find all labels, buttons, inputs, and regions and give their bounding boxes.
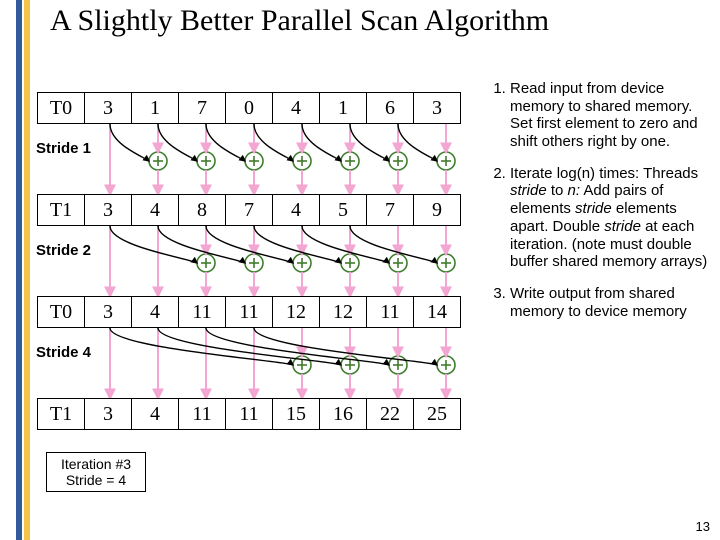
plus-node <box>437 152 455 170</box>
row-label: T1 <box>37 194 85 226</box>
stride-label: Stride 4 <box>36 344 91 361</box>
data-cell: 3 <box>84 398 132 430</box>
data-cell: 7 <box>366 194 414 226</box>
data-cell: 6 <box>366 92 414 124</box>
data-cell: 12 <box>272 296 320 328</box>
plus-node <box>149 152 167 170</box>
plus-node <box>437 254 455 272</box>
data-cell: 22 <box>366 398 414 430</box>
scan-diagram: T031704163T134874579T034111112121114T134… <box>38 92 482 492</box>
data-cell: 1 <box>319 92 367 124</box>
data-row: T134874579 <box>38 194 461 226</box>
side-list-item: Iterate log(n) times: Threads stride to … <box>510 165 716 271</box>
data-cell: 4 <box>131 398 179 430</box>
side-list-item: Read input from device memory to shared … <box>510 80 716 151</box>
plus-node <box>245 152 263 170</box>
data-cell: 3 <box>84 92 132 124</box>
page-number: 13 <box>696 519 710 534</box>
data-cell: 15 <box>272 398 320 430</box>
data-cell: 11 <box>225 296 273 328</box>
plus-node <box>389 356 407 374</box>
plus-node <box>389 254 407 272</box>
data-cell: 3 <box>84 194 132 226</box>
data-cell: 16 <box>319 398 367 430</box>
plus-node <box>437 356 455 374</box>
data-cell: 5 <box>319 194 367 226</box>
data-cell: 12 <box>319 296 367 328</box>
data-cell: 11 <box>178 296 226 328</box>
row-label: T0 <box>37 92 85 124</box>
data-cell: 8 <box>178 194 226 226</box>
plus-node <box>389 152 407 170</box>
data-cell: 4 <box>272 92 320 124</box>
plus-node <box>245 254 263 272</box>
data-cell: 11 <box>178 398 226 430</box>
plus-node <box>341 152 359 170</box>
plus-node <box>293 254 311 272</box>
data-cell: 7 <box>225 194 273 226</box>
iteration-box: Iteration #3Stride = 4 <box>46 452 146 492</box>
data-cell: 11 <box>225 398 273 430</box>
plus-node <box>341 356 359 374</box>
plus-node <box>341 254 359 272</box>
side-list-item: Write output from shared memory to devic… <box>510 285 716 320</box>
data-cell: 11 <box>366 296 414 328</box>
plus-node <box>197 152 215 170</box>
stride-label: Stride 1 <box>36 140 91 157</box>
data-cell: 25 <box>413 398 461 430</box>
stripe-yellow <box>24 0 30 540</box>
data-cell: 3 <box>413 92 461 124</box>
plus-node <box>293 152 311 170</box>
plus-node <box>197 254 215 272</box>
data-row: T134111115162225 <box>38 398 461 430</box>
stride-label: Stride 2 <box>36 242 91 259</box>
data-cell: 14 <box>413 296 461 328</box>
data-row: T031704163 <box>38 92 461 124</box>
side-text: Read input from device memory to shared … <box>490 80 716 334</box>
slide-title: A Slightly Better Parallel Scan Algorith… <box>50 4 710 38</box>
data-row: T034111112121114 <box>38 296 461 328</box>
data-cell: 4 <box>131 194 179 226</box>
data-cell: 4 <box>272 194 320 226</box>
stripe-blue <box>16 0 22 540</box>
data-cell: 9 <box>413 194 461 226</box>
data-cell: 1 <box>131 92 179 124</box>
row-label: T1 <box>37 398 85 430</box>
plus-node <box>293 356 311 374</box>
data-cell: 4 <box>131 296 179 328</box>
row-label: T0 <box>37 296 85 328</box>
data-cell: 7 <box>178 92 226 124</box>
data-cell: 0 <box>225 92 273 124</box>
arrow-layer <box>38 92 482 492</box>
data-cell: 3 <box>84 296 132 328</box>
